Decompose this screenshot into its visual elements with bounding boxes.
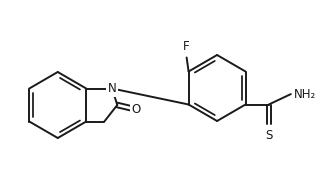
- Text: NH₂: NH₂: [294, 88, 316, 101]
- Text: S: S: [265, 129, 272, 142]
- Text: N: N: [108, 82, 117, 95]
- Text: F: F: [183, 40, 190, 53]
- Text: O: O: [132, 103, 141, 116]
